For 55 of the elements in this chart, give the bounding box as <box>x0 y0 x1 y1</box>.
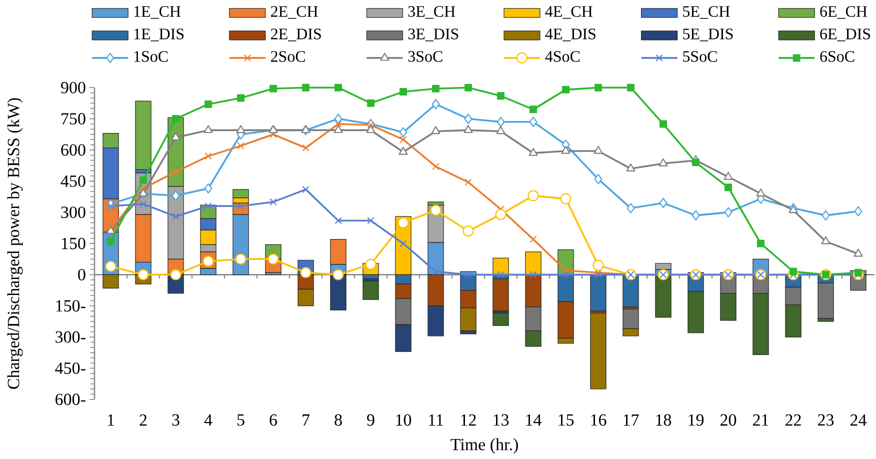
x-tick-label: 8 <box>334 414 342 426</box>
legend-label: 4SoC <box>545 51 580 62</box>
y-tick-label: 150- <box>56 300 86 312</box>
legend-label: 4E_DIS <box>545 28 596 42</box>
legend-label: 6E_CH <box>820 6 868 19</box>
x-tick-label: 13 <box>494 414 509 426</box>
legend-label: 1E_CH <box>134 6 181 19</box>
x-tick-label: 4 <box>204 414 212 426</box>
legend-label: 5SoC <box>683 51 717 62</box>
x-tick-label: 22 <box>786 414 801 426</box>
legend-label: 6E_DIS <box>820 28 870 42</box>
y-tick-label: 750 <box>62 113 86 125</box>
x-tick-label: 2 <box>140 414 147 426</box>
x-tick-label: 9 <box>367 414 374 426</box>
y-tick-label: 600 <box>61 144 86 156</box>
y-tick-label: 450- <box>55 362 86 374</box>
y-tick-label: 300 <box>61 206 86 218</box>
y-tick-label: 0 <box>78 268 86 280</box>
y-tick-label: 150 <box>62 238 86 250</box>
x-tick-label: 19 <box>688 414 704 426</box>
legend-label: 1SoC <box>134 51 168 62</box>
legend-label: 1E_DIS <box>134 28 184 42</box>
x-tick-label: 3 <box>172 414 180 426</box>
legend-label: 2SoC <box>271 51 305 62</box>
y-axis-title: Charged/Discharged power by BESS (kW) <box>7 98 23 389</box>
x-tick-label: 1 <box>108 414 114 426</box>
x-tick-label: 17 <box>624 414 639 426</box>
legend-label: 3SoC <box>408 51 442 62</box>
x-tick-label: 11 <box>429 414 443 426</box>
legend-label: 3E_DIS <box>408 28 458 42</box>
x-tick-label: 14 <box>526 414 542 426</box>
x-tick-label: 24 <box>850 414 866 426</box>
x-tick-label: 6 <box>270 414 277 426</box>
x-tick-label: 7 <box>302 414 310 426</box>
legend-label: 3E_CH <box>408 6 456 19</box>
x-tick-label: 5 <box>237 414 244 426</box>
x-tick-label: 16 <box>591 414 606 426</box>
legend-label: 6SoC <box>820 51 854 62</box>
x-tick-label: 20 <box>720 414 736 426</box>
y-tick-label: 300- <box>56 331 86 343</box>
legend-label: 4E_CH <box>545 6 592 19</box>
x-tick-label: 10 <box>396 414 412 426</box>
y-tick-label: 450 <box>60 175 86 187</box>
x-tick-label: 12 <box>461 414 476 426</box>
legend-label: 2E_CH <box>271 6 318 19</box>
x-axis-title: Time (hr.) <box>450 438 518 454</box>
x-tick-label: 21 <box>753 414 768 426</box>
legend-label: 5E_DIS <box>683 28 733 42</box>
legend-label: 2E_DIS <box>271 28 321 42</box>
y-tick-label: 900 <box>61 82 86 94</box>
x-tick-label: 23 <box>818 414 834 426</box>
legend-label: 5E_CH <box>683 6 730 19</box>
x-tick-label: 18 <box>656 414 672 426</box>
y-tick-label: 600- <box>56 394 86 406</box>
x-tick-label: 15 <box>558 414 574 426</box>
